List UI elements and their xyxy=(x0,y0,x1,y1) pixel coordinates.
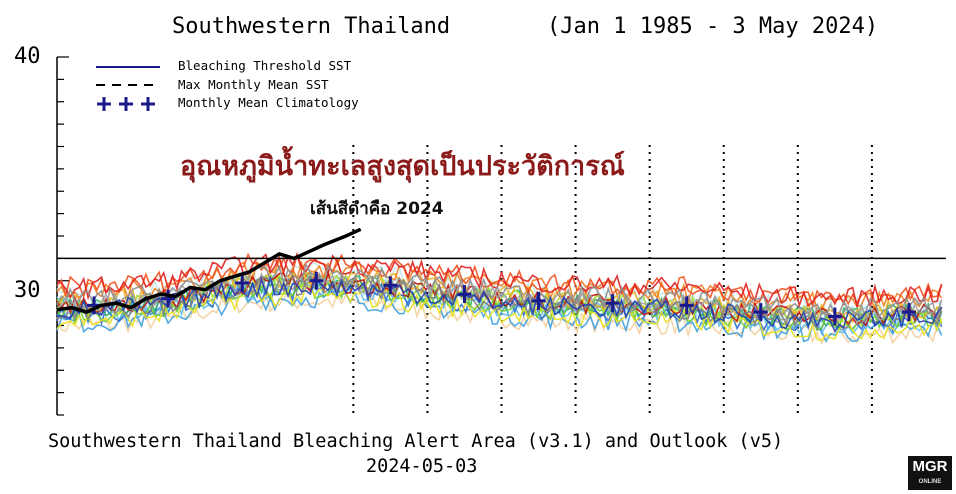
legend-swatch-climatology xyxy=(119,97,133,111)
climatology-marker xyxy=(531,291,546,310)
climatology-marker xyxy=(457,285,472,304)
climatology-marker xyxy=(309,271,324,290)
footer-caption: Southwestern Thailand Bleaching Alert Ar… xyxy=(48,431,784,452)
historical-year-line xyxy=(56,275,943,333)
legend-label-climatology: Monthly Mean Climatology xyxy=(178,95,359,110)
historical-year-line xyxy=(56,262,943,319)
legend-swatch-climatology xyxy=(141,97,155,111)
climatology-marker xyxy=(901,303,916,322)
headline-annotation: อุณหภูมิน้ำทะเลสูงสุดเป็นประวัติการณ์ xyxy=(180,151,625,182)
climatology-marker xyxy=(605,294,620,313)
y-tick-label-40: 40 xyxy=(14,44,41,69)
climatology-marker xyxy=(827,307,842,326)
chart-title: Southwestern Thailand xyxy=(172,14,451,39)
y-tick-label-30: 30 xyxy=(14,278,41,303)
legend-swatch-climatology xyxy=(97,97,111,111)
historical-year-line xyxy=(56,252,943,309)
climatology-marker xyxy=(161,289,176,308)
mgr-online-logo: MGR ONLINE xyxy=(908,456,952,490)
climatology-marker xyxy=(679,296,694,315)
series-line-2024 xyxy=(56,227,362,314)
series-annotation: เส้นสีดำคือ 2024 xyxy=(310,199,444,219)
legend-label-max-monthly: Max Monthly Mean SST xyxy=(178,77,329,92)
historical-year-line xyxy=(56,285,943,342)
historical-year-line xyxy=(56,270,943,327)
legend-label-threshold: Bleaching Threshold SST xyxy=(178,58,352,73)
historical-year-line xyxy=(56,261,943,318)
chart-date-range: (Jan 1 1985 - 3 May 2024) xyxy=(547,14,879,39)
climatology-marker xyxy=(383,276,398,295)
climatology-marker xyxy=(235,273,250,292)
climatology-marker xyxy=(753,303,768,322)
footer-date: 2024-05-03 xyxy=(366,456,478,477)
